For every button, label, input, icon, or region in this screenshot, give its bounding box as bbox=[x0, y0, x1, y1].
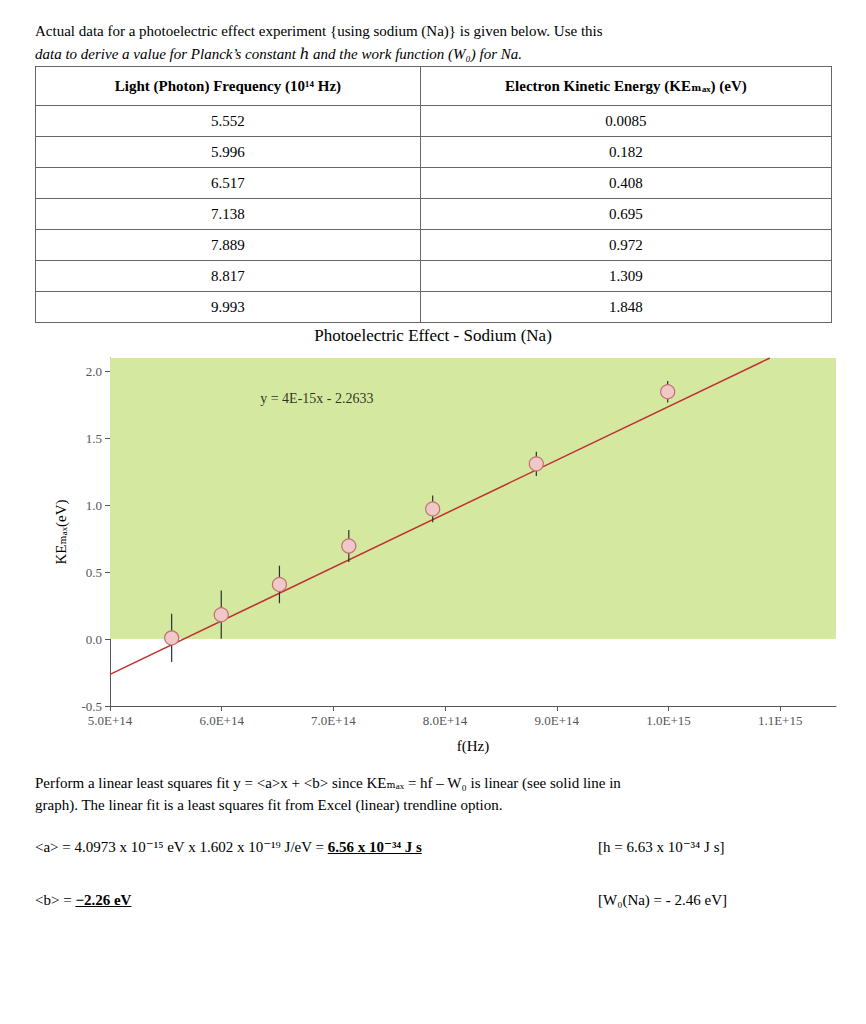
html-text:5.996: 5.996 bbox=[211, 143, 245, 160]
svg-text:7.0E+14: 7.0E+14 bbox=[311, 713, 356, 728]
svg-text:y = 4E-15x - 2.2633: y = 4E-15x - 2.2633 bbox=[260, 391, 373, 406]
svg-text:1.0: 1.0 bbox=[86, 498, 102, 513]
svg-text:9.0E+14: 9.0E+14 bbox=[535, 713, 580, 728]
html-text:<b> = −2.26 eV: <b> = −2.26 eV bbox=[35, 892, 132, 908]
svg-text:1.1E+15: 1.1E+15 bbox=[758, 713, 803, 728]
html-text:0.972: 0.972 bbox=[609, 236, 643, 253]
html-text:0.408: 0.408 bbox=[609, 174, 643, 191]
html-text:8.817: 8.817 bbox=[211, 267, 245, 284]
html-text:Light (Photon) Frequency (10¹⁴: Light (Photon) Frequency (10¹⁴ Hz) bbox=[114, 77, 341, 94]
svg-text:2.0: 2.0 bbox=[86, 364, 102, 379]
svg-text:0.0: 0.0 bbox=[86, 632, 102, 647]
html-text:Actual data for a photoelectri: Actual data for a photoelectric effect e… bbox=[35, 23, 603, 39]
html-text:[W₀(Na) = - 2.46 eV]: [W₀(Na) = - 2.46 eV] bbox=[598, 892, 728, 908]
svg-text:6.0E+14: 6.0E+14 bbox=[199, 713, 244, 728]
svg-text:KEₘₐₓ(eV): KEₘₐₓ(eV) bbox=[53, 499, 70, 564]
html-text:Perform a linear least squares: Perform a linear least squares fit y = <… bbox=[35, 775, 621, 791]
html-text:7.889: 7.889 bbox=[211, 236, 245, 253]
html-text:0.695: 0.695 bbox=[609, 205, 643, 222]
svg-text:f(Hz): f(Hz) bbox=[457, 738, 489, 755]
html-text:9.993: 9.993 bbox=[211, 298, 245, 315]
html-text:graph). The linear fit is a le: graph). The linear fit is a least square… bbox=[35, 797, 503, 813]
svg-text:1.5: 1.5 bbox=[86, 431, 102, 446]
html-text:1.848: 1.848 bbox=[609, 298, 643, 315]
html-text:data to derive a value for Pla: data to derive a value for Planck’s cons… bbox=[35, 46, 522, 62]
html-text:Electron Kinetic Energy (KEₘₐₓ: Electron Kinetic Energy (KEₘₐₓ) (eV) bbox=[505, 78, 747, 94]
svg-text:0.5: 0.5 bbox=[86, 565, 102, 580]
html-text:7.138: 7.138 bbox=[211, 205, 245, 222]
html-text:5.552: 5.552 bbox=[211, 112, 245, 129]
svg-text:8.0E+14: 8.0E+14 bbox=[423, 713, 468, 728]
html-text:0.182: 0.182 bbox=[609, 143, 643, 160]
svg-text:Photoelectric Effect - Sodium: Photoelectric Effect - Sodium (Na) bbox=[314, 326, 552, 345]
html-text:6.517: 6.517 bbox=[211, 174, 245, 191]
svg-text:-0.5: -0.5 bbox=[81, 699, 102, 714]
svg-text:1.0E+15: 1.0E+15 bbox=[646, 713, 691, 728]
html-text:0.0085: 0.0085 bbox=[605, 112, 647, 129]
html-text:[h = 6.63 x 10⁻³⁴ J s]: [h = 6.63 x 10⁻³⁴ J s] bbox=[598, 839, 725, 855]
html-text:<a> = 4.0973 x 10⁻¹⁵ eV x 1.60: <a> = 4.0973 x 10⁻¹⁵ eV x 1.602 x 10⁻¹⁹ … bbox=[35, 839, 422, 855]
html-text:1.309: 1.309 bbox=[609, 267, 643, 284]
svg-text:5.0E+14: 5.0E+14 bbox=[88, 713, 133, 728]
